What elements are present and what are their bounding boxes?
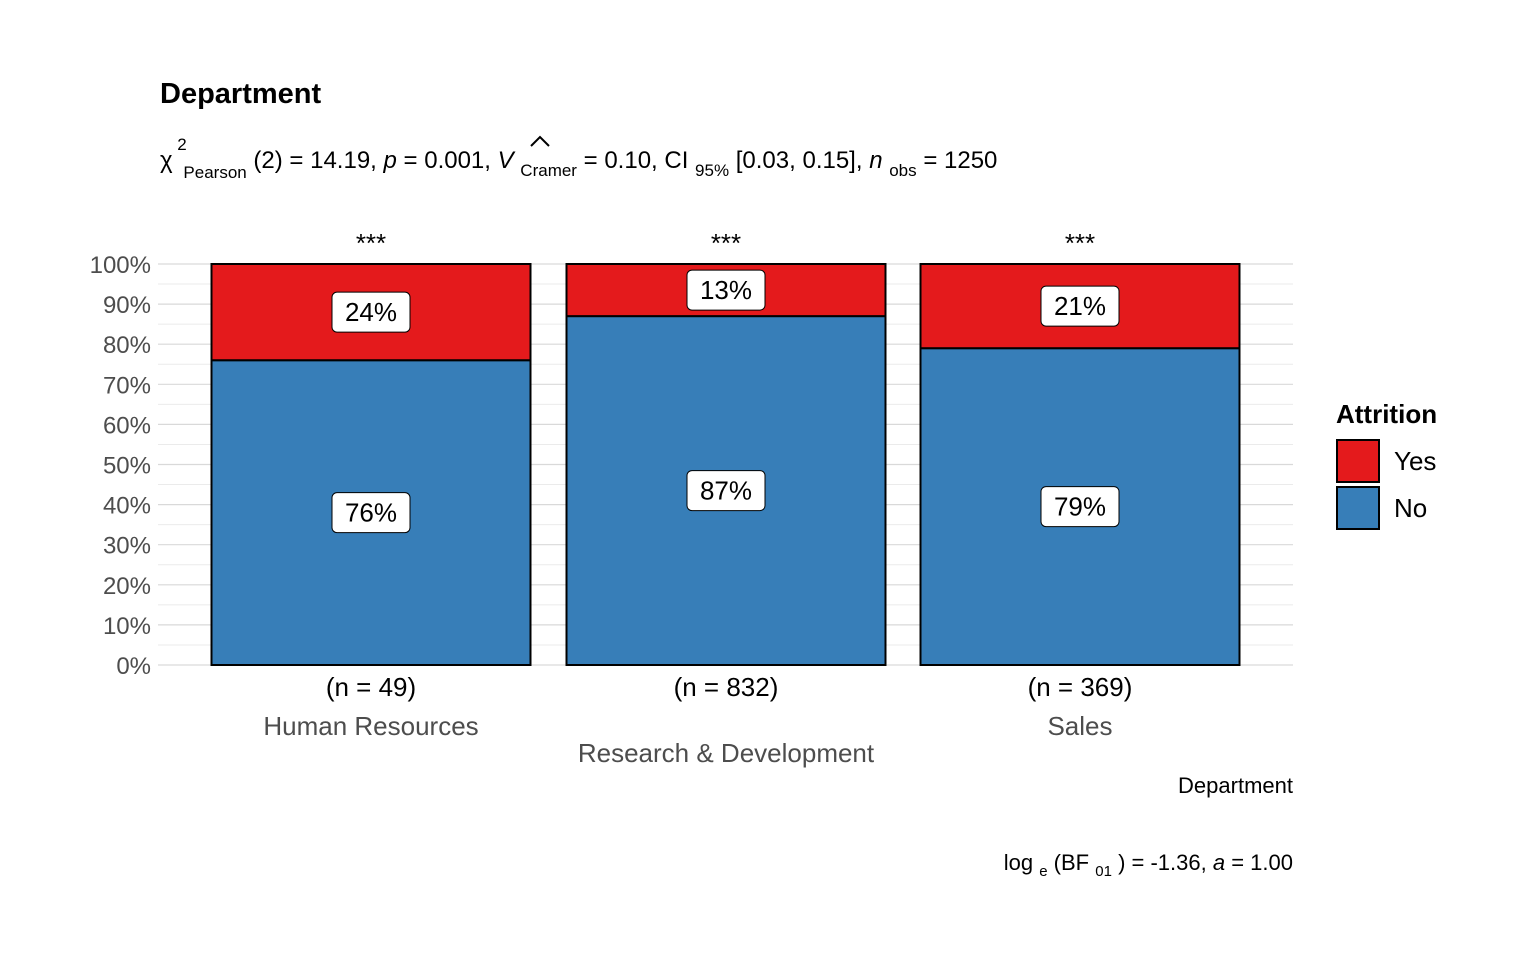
bars: [210, 263, 1241, 666]
y-tick-label: 80%: [103, 332, 151, 359]
percent-label: 76%: [345, 498, 397, 528]
chart-title: Department: [160, 78, 321, 110]
category-label: Research & Development: [578, 738, 875, 768]
x-axis: (n = 49) Human Resources (n = 832) Research…: [263, 672, 1132, 768]
y-tick-label: 100%: [90, 252, 151, 279]
percent-label-box: [331, 492, 411, 534]
legend: Attrition Yes No: [1336, 399, 1437, 530]
chi-symbol: χ: [160, 147, 173, 174]
log-subscript: e: [1039, 863, 1047, 880]
v-hat-mark: [530, 135, 550, 147]
y-tick-label: 60%: [103, 412, 151, 439]
percent-label-box: [686, 269, 766, 311]
chi-superscript: 2: [177, 135, 186, 154]
legend-swatch-yes: [1336, 439, 1380, 483]
a-symbol: a: [1213, 850, 1225, 875]
chart-subtitle: χ 2 Pearson (2) = 14.19, p = 0.001, V Cr…: [160, 129, 997, 184]
v-value: = 0.10, CI: [584, 147, 689, 174]
legend-title: Attrition: [1336, 399, 1437, 429]
bf-subscript: 01: [1095, 863, 1112, 880]
y-tick-label: 20%: [103, 573, 151, 600]
y-tick-label: 30%: [103, 533, 151, 560]
percent-labels: 76% 24% *** 87% 13% *** 79% 21% ***: [331, 228, 1120, 534]
v-subscript: Cramer: [520, 161, 577, 180]
category-count-label: (n = 369): [1028, 672, 1133, 702]
ci-value: [0.03, 0.15],: [736, 147, 869, 174]
significance-label: ***: [356, 228, 386, 258]
significance-label: ***: [711, 228, 741, 258]
y-tick-label: 40%: [103, 493, 151, 520]
legend-label: No: [1394, 493, 1427, 523]
n-value: = 1250: [923, 147, 997, 174]
percent-label-box: [331, 291, 411, 333]
p-value: = 0.001,: [404, 147, 498, 174]
percent-label-box: [686, 470, 766, 512]
percent-label-box: [1040, 486, 1120, 528]
y-axis: 0% 10% 20% 30% 40% 50% 60% 70% 80% 90% 100%: [90, 252, 151, 680]
percent-label: 13%: [700, 275, 752, 305]
n-subscript: obs: [889, 161, 916, 180]
n-symbol: n: [869, 147, 882, 174]
percent-label: 87%: [700, 476, 752, 506]
ci-subscript: 95%: [695, 161, 729, 180]
category-label: Human Resources: [263, 711, 478, 741]
category-label: Sales: [1047, 711, 1112, 741]
category-count-label: (n = 49): [326, 672, 416, 702]
bayes-factor-caption: log e (BF 01 ) = -1.36, a = 1.00: [1004, 850, 1293, 881]
percent-label-box: [1040, 285, 1120, 327]
y-tick-label: 90%: [103, 292, 151, 319]
v-symbol: V: [498, 147, 516, 174]
y-tick-label: 10%: [103, 613, 151, 640]
significance-label: ***: [1065, 228, 1095, 258]
df-statistic: (2) = 14.19,: [253, 147, 383, 174]
x-axis-title: Department: [1178, 773, 1293, 798]
percent-label: 79%: [1054, 492, 1106, 522]
percent-label: 21%: [1054, 291, 1106, 321]
bf-value: ) = -1.36,: [1118, 850, 1213, 875]
percent-label: 24%: [345, 297, 397, 327]
category-count-label: (n = 832): [674, 672, 779, 702]
p-symbol: p: [383, 147, 397, 174]
a-value: = 1.00: [1231, 850, 1293, 875]
y-tick-label: 0%: [116, 653, 151, 680]
chi-subscript: Pearson: [183, 163, 246, 182]
bf-text: (BF: [1054, 850, 1089, 875]
bar-segment-yes: [919, 263, 1241, 350]
y-tick-label: 50%: [103, 453, 151, 480]
legend-label: Yes: [1394, 446, 1436, 476]
legend-swatch-no: [1336, 486, 1380, 530]
y-tick-label: 70%: [103, 372, 151, 399]
log-text: log: [1004, 850, 1033, 875]
